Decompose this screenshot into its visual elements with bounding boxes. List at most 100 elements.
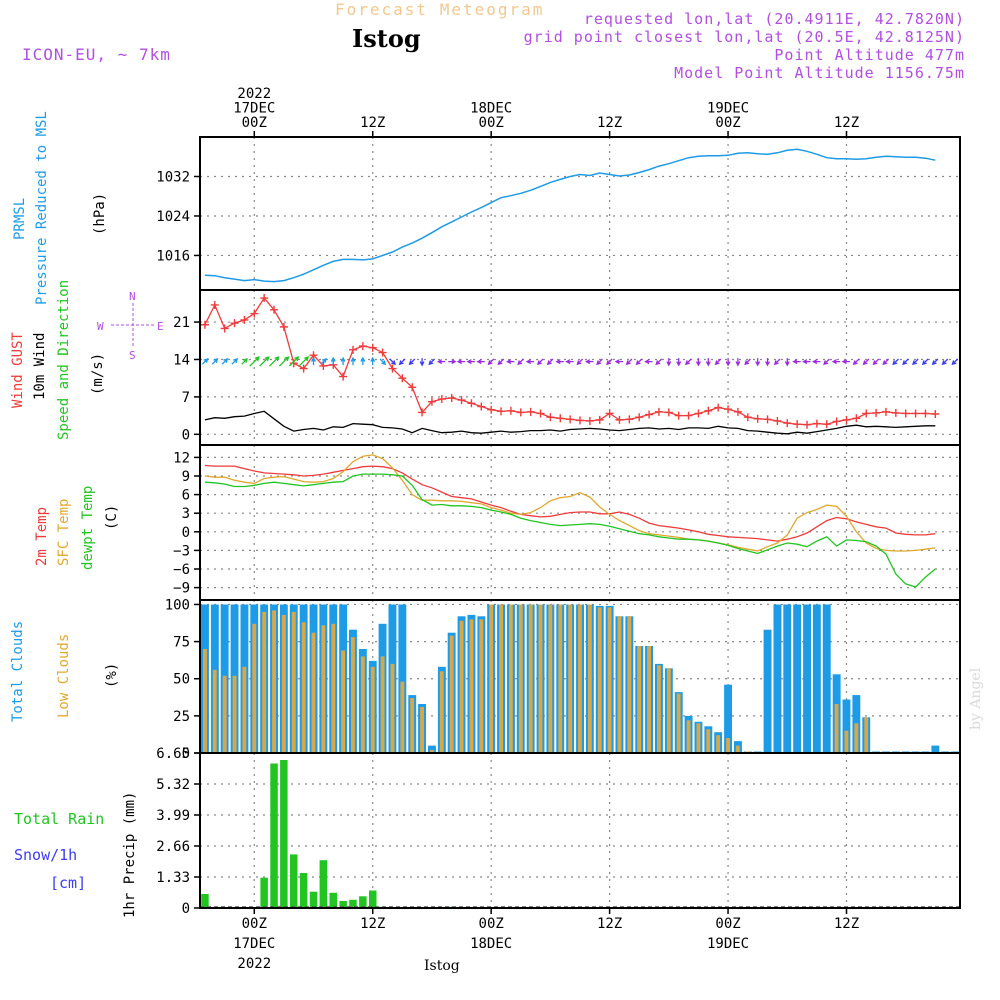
snow-unit-label: [cm] <box>50 874 87 892</box>
gust-marker <box>694 409 703 418</box>
low-cloud-bar <box>321 625 326 753</box>
wind-direction-arrow <box>596 358 603 366</box>
wind-direction-arrow <box>765 358 771 367</box>
gust-marker <box>348 345 357 354</box>
x-tick-label-bottom: 2022 <box>237 956 271 972</box>
wind-direction-arrow <box>872 358 880 366</box>
y-tick-label: 6.65 <box>156 746 190 762</box>
gust-marker <box>901 409 910 418</box>
gust-marker <box>615 415 624 424</box>
gust-marker <box>457 396 466 405</box>
low-cloud-bar <box>380 656 385 753</box>
gust-marker <box>832 417 841 426</box>
y-tick-label: 25 <box>173 709 190 725</box>
wind-direction-arrow <box>666 358 672 367</box>
wind-direction-arrow <box>862 358 870 366</box>
wind-direction-arrow <box>398 358 406 366</box>
wind-direction-arrow <box>360 356 366 366</box>
wind-direction-arrow <box>744 358 751 366</box>
low-cloud-bar <box>726 738 730 753</box>
wind-direction-arrow <box>525 359 535 365</box>
low-cloud-bar <box>291 611 296 753</box>
gust-marker <box>250 309 259 318</box>
wind-direction-arrow <box>941 358 949 366</box>
wind-direction-arrow <box>288 356 300 367</box>
total-cloud-bar <box>398 604 407 753</box>
t2m-line <box>204 464 936 542</box>
wind-direction-arrow <box>812 359 821 365</box>
low-cloud-bar <box>370 666 375 753</box>
low-cloud-bar <box>351 637 355 753</box>
wind-direction-arrow <box>755 358 761 367</box>
wind-direction-arrow <box>298 356 310 367</box>
gust-marker <box>645 410 654 419</box>
wind-direction-arrow <box>585 359 594 365</box>
compass-east: E <box>157 320 164 333</box>
wind-direction-arrow <box>241 358 248 365</box>
total-cloud-bar <box>793 604 802 753</box>
x-tick-label-top: 19DEC <box>707 101 749 117</box>
low-cloud-bar <box>262 611 267 753</box>
wind-direction-arrow <box>773 358 781 366</box>
low-cloud-bar <box>854 723 859 753</box>
low-cloud-bar <box>430 750 434 753</box>
requested-point: requested lon,lat (20.4911E, 42.7820N) <box>583 10 965 28</box>
low-cloud-bar <box>489 604 494 753</box>
x-tick-label-top: 12Z <box>360 115 385 131</box>
wind-direction-arrow <box>714 358 722 366</box>
total-cloud-bar <box>773 604 782 753</box>
gust-marker <box>891 408 900 417</box>
wind-direction-arrow <box>831 359 841 365</box>
chart-title: Forecast Meteogram <box>335 0 545 19</box>
total-cloud-bar <box>763 629 772 753</box>
gust-marker <box>585 416 594 425</box>
gust-marker <box>556 414 565 423</box>
gust-marker <box>497 407 506 416</box>
wind-direction-arrow <box>902 358 909 366</box>
gust-marker <box>822 420 831 429</box>
wind-direction-arrow <box>725 358 731 367</box>
wind-direction-arrow <box>201 358 209 365</box>
low-cloud-bar <box>360 656 365 753</box>
wind-direction-arrow <box>370 356 376 366</box>
gust-marker <box>467 399 476 408</box>
wind-direction-arrow <box>350 356 356 366</box>
gust-marker <box>220 324 229 333</box>
low-cloud-bar <box>597 607 602 753</box>
gust-marker <box>506 406 515 415</box>
low-cloud-bar <box>331 623 336 753</box>
gust-marker <box>358 342 367 351</box>
y-tick-label: 0 <box>182 427 190 443</box>
y-tick-label: 9 <box>182 469 190 485</box>
gust-marker <box>240 315 249 324</box>
low-cloud-bar <box>449 635 454 753</box>
wind-direction-arrow <box>497 358 505 366</box>
low-cloud-bar <box>390 663 395 753</box>
y-tick-label: −9 <box>173 581 190 597</box>
low-cloud-bar <box>439 671 444 753</box>
wind-direction-arrow <box>802 359 811 365</box>
y-tick-label: 1024 <box>156 209 190 225</box>
wind-direction-arrow <box>379 358 387 366</box>
gust-marker <box>289 359 298 368</box>
y-tick-label: 2.66 <box>156 839 190 855</box>
rain-bar <box>201 894 209 908</box>
gust-marker <box>566 415 575 424</box>
dewpt-line <box>204 473 936 588</box>
gust-marker <box>733 407 742 416</box>
gust-marker <box>852 414 861 423</box>
wind-direction-arrow <box>259 356 270 367</box>
low-cloud-bar <box>508 604 513 753</box>
wind-direction-arrow <box>684 358 692 366</box>
wind-direction-arrow <box>614 359 623 365</box>
low-cloud-bar <box>627 616 632 753</box>
wind-direction-arrow <box>269 356 280 367</box>
wind-direction-arrow <box>912 358 919 366</box>
wind-direction-arrow <box>676 358 682 367</box>
compass-north: N <box>129 290 136 303</box>
low-cloud-bar <box>735 745 740 753</box>
wind-direction-arrow <box>951 358 959 366</box>
low-cloud-bar <box>400 681 405 753</box>
gust-marker <box>398 374 407 383</box>
